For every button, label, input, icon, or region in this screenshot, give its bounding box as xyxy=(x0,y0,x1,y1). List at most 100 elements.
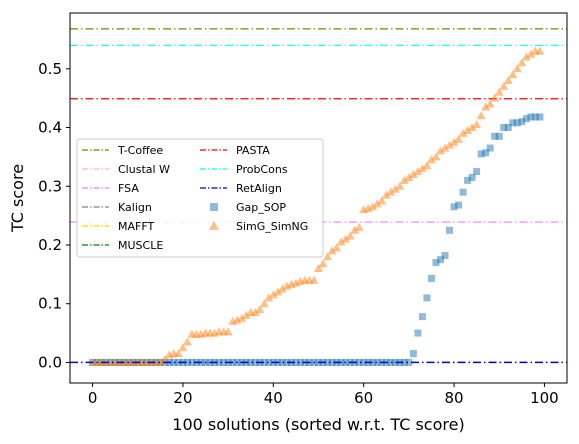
point-gap-sop xyxy=(283,358,291,366)
point-gap-sop xyxy=(486,144,494,152)
point-gap-sop xyxy=(373,358,381,366)
point-simg-simng xyxy=(323,252,333,261)
point-simg-simng xyxy=(490,93,500,102)
point-simg-simng xyxy=(381,190,391,199)
point-gap-sop xyxy=(265,358,273,366)
point-gap-sop xyxy=(446,226,454,234)
point-simg-simng xyxy=(264,293,274,302)
point-gap-sop xyxy=(369,358,377,366)
y-axis-label: TC score xyxy=(8,164,27,233)
legend-box xyxy=(76,138,324,258)
point-gap-sop xyxy=(387,358,395,366)
point-simg-simng xyxy=(173,349,183,358)
point-simg-simng xyxy=(241,310,251,319)
point-gap-sop xyxy=(170,358,178,366)
point-simg-simng xyxy=(327,246,337,255)
x-axis-ticks: 0 20 40 60 80 100 xyxy=(88,383,559,407)
point-simg-simng xyxy=(445,140,455,149)
point-gap-sop xyxy=(450,203,458,211)
point-simg-simng xyxy=(372,199,382,208)
point-simg-simng xyxy=(454,134,464,143)
point-simg-simng xyxy=(309,275,319,284)
point-gap-sop xyxy=(324,358,332,366)
data-series xyxy=(70,46,567,366)
point-gap-sop xyxy=(432,259,440,267)
point-gap-sop xyxy=(183,358,191,366)
x-tick-label: 20 xyxy=(173,389,192,407)
x-tick-label: 100 xyxy=(530,389,559,407)
point-simg-simng xyxy=(417,164,427,173)
x-tick-label: 80 xyxy=(444,389,463,407)
point-simg-simng xyxy=(259,299,269,308)
point-simg-simng xyxy=(521,52,531,61)
point-gap-sop xyxy=(473,168,481,176)
point-simg-simng xyxy=(494,87,504,96)
y-tick-label: 0.5 xyxy=(38,60,62,78)
point-simg-simng xyxy=(178,343,188,352)
point-simg-simng xyxy=(399,175,409,184)
point-gap-sop xyxy=(495,132,503,140)
point-simg-simng xyxy=(413,167,423,176)
point-gap-sop xyxy=(427,274,435,282)
point-gap-sop xyxy=(260,358,268,366)
point-gap-sop xyxy=(455,201,463,209)
point-gap-sop xyxy=(500,124,508,132)
point-simg-simng xyxy=(395,181,405,190)
point-gap-sop xyxy=(174,358,182,366)
point-simg-simng xyxy=(467,123,477,132)
legend-label-probcons: ProbCons xyxy=(236,163,288,176)
point-gap-sop xyxy=(251,358,259,366)
legend-label-simg-simng: SimG_SimNG xyxy=(236,220,308,233)
legend-label-fsa: FSA xyxy=(118,182,139,195)
legend-label-clustal-w: Clustal W xyxy=(118,163,170,176)
point-simg-simng xyxy=(377,196,387,205)
point-simg-simng xyxy=(277,284,287,293)
x-tick-label: 0 xyxy=(88,389,98,407)
point-gap-sop xyxy=(518,118,526,126)
point-gap-sop xyxy=(468,173,476,181)
point-simg-simng xyxy=(223,327,233,336)
point-gap-sop xyxy=(247,358,255,366)
point-simg-simng xyxy=(390,184,400,193)
point-gap-sop xyxy=(441,252,449,260)
point-gap-sop xyxy=(522,115,530,123)
point-gap-sop xyxy=(477,150,485,158)
point-gap-sop xyxy=(296,358,304,366)
legend-label-mafft: MAFFT xyxy=(118,220,154,233)
point-simg-simng xyxy=(535,46,545,55)
y-tick-label: 0.4 xyxy=(38,119,62,137)
point-simg-simng xyxy=(237,313,247,322)
point-gap-sop xyxy=(418,313,426,321)
point-simg-simng xyxy=(160,355,170,364)
point-simg-simng xyxy=(526,49,536,58)
y-tick-label: 0.2 xyxy=(38,236,62,254)
point-gap-sop xyxy=(328,358,336,366)
point-gap-sop xyxy=(355,358,363,366)
point-gap-sop xyxy=(436,256,444,264)
point-simg-simng xyxy=(268,290,278,299)
y-axis-ticks: 0.0 0.1 0.2 0.3 0.4 0.5 xyxy=(38,60,70,371)
x-tick-label: 60 xyxy=(354,389,373,407)
point-simg-simng xyxy=(155,357,165,366)
point-simg-simng xyxy=(341,234,351,243)
point-gap-sop xyxy=(527,113,535,121)
legend-swatch-simg-simng xyxy=(209,221,219,230)
y-tick-label: 0.0 xyxy=(38,353,62,371)
point-gap-sop xyxy=(513,119,521,127)
point-simg-simng xyxy=(182,337,192,346)
point-simg-simng xyxy=(508,70,518,79)
point-simg-simng xyxy=(440,143,450,152)
point-gap-sop xyxy=(292,358,300,366)
point-simg-simng xyxy=(250,308,260,317)
point-simg-simng xyxy=(517,58,527,67)
point-simg-simng xyxy=(345,231,355,240)
point-simg-simng xyxy=(368,202,378,211)
point-simg-simng xyxy=(354,222,364,231)
legend-label-t-coffee: T-Coffee xyxy=(117,144,163,157)
point-gap-sop xyxy=(278,358,286,366)
point-gap-sop xyxy=(531,113,539,121)
point-simg-simng xyxy=(318,259,328,268)
point-simg-simng xyxy=(472,120,482,129)
point-gap-sop xyxy=(220,358,228,366)
